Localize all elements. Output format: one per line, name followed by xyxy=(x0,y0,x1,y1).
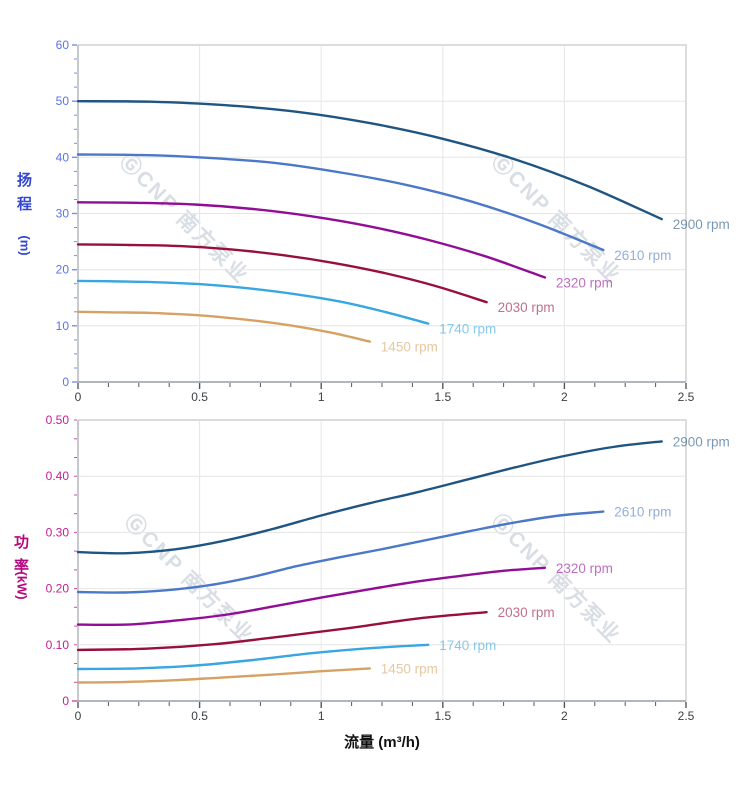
x-tick-label: 0.5 xyxy=(191,390,208,404)
y-tick-label: 30 xyxy=(56,207,70,221)
curve-label-1740-rpm: 1740 rpm xyxy=(439,638,496,653)
curve-2900-rpm xyxy=(76,440,663,555)
curve-2030-rpm xyxy=(76,243,488,304)
x-tick-label: 2 xyxy=(561,709,568,723)
y-ticks xyxy=(72,419,77,702)
head-axis-title: 扬程 xyxy=(17,172,33,213)
y-tick-label: 60 xyxy=(56,38,70,52)
x-tick-label: 1.5 xyxy=(434,390,451,404)
y-tick-label: 0.50 xyxy=(46,413,70,427)
x-tick-label: 1.5 xyxy=(434,709,451,723)
y-tick-label: 20 xyxy=(56,263,70,277)
head-vs-flow-chart: 0 10 20 30 40 50 60 0 0.5 1 1.5 2 2.5 2900 rpm 2610 rp… xyxy=(56,38,730,404)
x-ticks xyxy=(77,383,687,389)
curve-2900-rpm xyxy=(76,100,663,221)
curve-label-2030-rpm: 2030 rpm xyxy=(498,300,555,315)
flow-axis-title: 流量 (m³/h) xyxy=(344,734,420,751)
plot-border xyxy=(78,419,687,701)
y-tick-label: 0.40 xyxy=(46,469,70,483)
y-tick-label: 50 xyxy=(56,94,70,108)
curve-2320-rpm xyxy=(76,201,547,279)
x-tick-label: 0 xyxy=(75,390,82,404)
curve-label-2900-rpm: 2900 rpm xyxy=(673,434,730,449)
gridlines xyxy=(78,45,686,382)
curve-label-2320-rpm: 2320 rpm xyxy=(556,561,613,576)
y-tick-label: 0.30 xyxy=(46,525,70,539)
curve-label-2320-rpm: 2320 rpm xyxy=(556,276,613,291)
curve-label-2610-rpm: 2610 rpm xyxy=(614,505,671,520)
gridlines xyxy=(78,420,686,701)
curve-2030-rpm xyxy=(76,611,488,652)
y-ticks xyxy=(72,44,77,383)
curve-1740-rpm xyxy=(76,279,430,325)
power-axis-unit: (kW) xyxy=(14,571,30,600)
head-axis-unit: (m) xyxy=(17,235,33,256)
curve-label-1740-rpm: 1740 rpm xyxy=(439,322,496,337)
power-vs-flow-chart: 0 0.10 0.20 0.30 0.40 0.50 0 0.5 1 1.5 2 2.5 2900 rp… xyxy=(46,413,730,723)
curve-label-1450-rpm: 1450 rpm xyxy=(381,661,438,676)
curve-1450-rpm xyxy=(76,310,371,343)
y-tick-label: 0 xyxy=(62,375,69,389)
y-tick-label: 10 xyxy=(56,319,70,333)
x-tick-label: 2.5 xyxy=(678,390,695,404)
curve-label-1450-rpm: 1450 rpm xyxy=(381,340,438,355)
x-tick-label: 0.5 xyxy=(191,709,208,723)
curve-1740-rpm xyxy=(76,643,430,671)
y-tick-label: 0.20 xyxy=(46,582,70,596)
x-ticks xyxy=(77,702,687,708)
curve-2320-rpm xyxy=(76,566,547,627)
power-axis-title: 功率 xyxy=(14,534,30,575)
curve-2610-rpm xyxy=(76,510,605,594)
curve-label-2900-rpm: 2900 rpm xyxy=(673,217,730,232)
x-tick-label: 2.5 xyxy=(678,709,695,723)
curve-label-2030-rpm: 2030 rpm xyxy=(498,605,555,620)
x-tick-label: 1 xyxy=(318,390,325,404)
curve-label-2610-rpm: 2610 rpm xyxy=(614,248,671,263)
y-tick-label: 0 xyxy=(62,694,69,708)
y-tick-label: 40 xyxy=(56,150,70,164)
x-tick-label: 2 xyxy=(561,390,568,404)
y-tick-label: 0.10 xyxy=(46,638,70,652)
plot-border xyxy=(78,44,687,382)
x-tick-label: 1 xyxy=(318,709,325,723)
x-tick-label: 0 xyxy=(75,709,82,723)
curve-2610-rpm xyxy=(76,153,605,252)
curve-1450-rpm xyxy=(76,667,371,684)
